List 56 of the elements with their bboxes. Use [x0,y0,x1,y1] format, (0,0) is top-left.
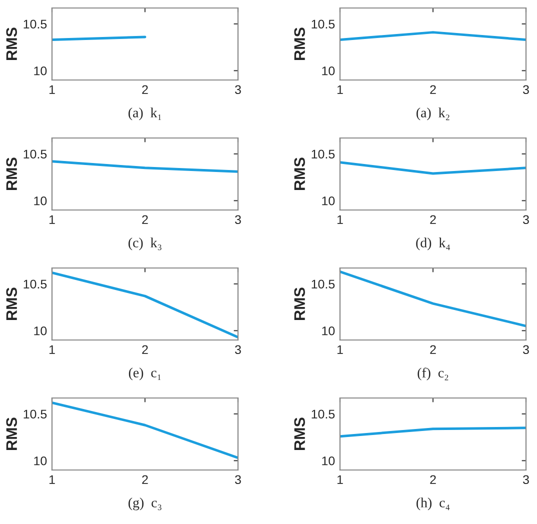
x-tick-label: 1 [49,345,55,354]
x-tick-label: 3 [235,85,241,94]
x-tick-label: 1 [337,85,343,94]
y-axis-title: RMS [6,418,18,450]
y-tick-label: 10.5 [24,280,47,289]
x-tick-label: 3 [523,475,529,484]
y-tick-label: 10.5 [312,410,335,419]
y-axis-title: RMS [6,28,18,60]
x-axis-title: (d) k₄ [416,238,450,250]
y-tick-label: 10 [34,196,47,206]
y-axis-title: RMS [6,158,18,190]
y-tick-label: 10 [34,66,47,76]
x-axis-title: (e) c₁ [128,368,161,380]
x-axis-title: (c) k₃ [128,238,162,250]
x-tick-label: 1 [337,345,343,354]
x-tick-label: 1 [49,85,55,94]
x-axis-title: (a) k₂ [416,108,450,120]
y-tick-label: 10.5 [312,20,335,29]
y-axis-title: RMS [294,158,306,190]
x-tick-label: 2 [142,215,148,224]
x-tick-label: 2 [430,215,436,224]
y-tick-label: 10 [34,326,47,336]
x-axis-title: (a) k₁ [128,108,162,120]
y-axis-title: RMS [294,288,306,320]
x-axis-title: (h) c₄ [416,498,450,510]
x-axis-title: (f) c₂ [418,368,448,380]
x-tick-label: 1 [337,475,343,484]
y-axis-title: RMS [294,28,306,60]
y-tick-label: 10.5 [24,20,47,29]
y-axis-title: RMS [6,288,18,320]
x-tick-label: 3 [523,85,529,94]
y-tick-label: 10 [322,66,335,76]
x-tick-label: 2 [430,475,436,484]
x-tick-label: 2 [430,85,436,94]
x-tick-label: 2 [142,475,148,484]
y-tick-label: 10 [34,456,47,466]
y-tick-label: 10.5 [312,280,335,289]
x-tick-label: 3 [523,345,529,354]
x-tick-label: 1 [337,215,343,224]
y-tick-label: 10.5 [24,150,47,159]
y-tick-label: 10.5 [312,150,335,159]
x-tick-label: 2 [142,85,148,94]
x-tick-label: 1 [49,215,55,224]
x-tick-label: 1 [49,475,55,484]
x-tick-label: 2 [430,345,436,354]
y-axis-title: RMS [294,418,306,450]
x-tick-label: 3 [523,215,529,224]
y-tick-label: 10 [322,326,335,336]
y-tick-label: 10.5 [24,410,47,419]
x-tick-label: 3 [235,475,241,484]
x-tick-label: 3 [235,345,241,354]
x-axis-title: (g) c₃ [128,498,162,510]
y-tick-label: 10 [322,456,335,466]
x-tick-label: 3 [235,215,241,224]
x-tick-label: 2 [142,345,148,354]
y-tick-label: 10 [322,196,335,206]
